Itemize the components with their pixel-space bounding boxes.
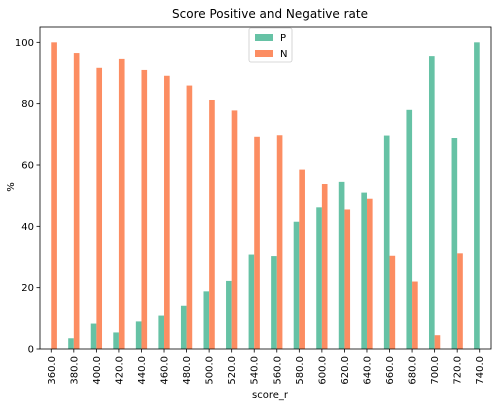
x-tick-label: 600.0 bbox=[317, 356, 328, 385]
legend-swatch-p bbox=[255, 34, 273, 41]
bar-n-580.0 bbox=[299, 169, 305, 349]
x-tick-label: 540.0 bbox=[250, 356, 261, 385]
bar-n-460.0 bbox=[164, 75, 170, 349]
bar-p-620.0 bbox=[338, 181, 345, 349]
bar-n-500.0 bbox=[209, 99, 215, 350]
bar-p-480.0 bbox=[180, 305, 187, 349]
bar-p-600.0 bbox=[316, 207, 322, 349]
bar-n-380.0 bbox=[73, 53, 80, 349]
bar-p-660.0 bbox=[383, 135, 390, 349]
bar-p-500.0 bbox=[203, 291, 210, 349]
bar-p-720.0 bbox=[451, 138, 458, 349]
x-tick-label: 360.0 bbox=[47, 356, 58, 385]
x-tick-label: 420.0 bbox=[114, 356, 125, 385]
bar-n-480.0 bbox=[186, 85, 193, 349]
bar-n-420.0 bbox=[118, 58, 125, 349]
bar-p-580.0 bbox=[293, 221, 300, 349]
y-tick-label: 60 bbox=[21, 161, 34, 172]
x-axis-label: score_r bbox=[252, 390, 289, 401]
x-tick-label: 740.0 bbox=[475, 356, 486, 385]
plot-frame bbox=[39, 26, 492, 350]
bar-n-700.0 bbox=[434, 335, 441, 349]
bar-p-700.0 bbox=[428, 56, 435, 349]
bar-n-600.0 bbox=[321, 184, 328, 349]
x-tick-label: 520.0 bbox=[227, 356, 238, 385]
bar-p-440.0 bbox=[135, 321, 142, 349]
y-tick-label: 80 bbox=[21, 99, 34, 110]
bar-n-660.0 bbox=[389, 255, 396, 349]
x-tick-label: 660.0 bbox=[385, 356, 396, 385]
x-tick-label: 580.0 bbox=[295, 356, 306, 385]
x-tick-label: 400.0 bbox=[92, 356, 103, 385]
plot-area: 0 20 40 60 80 100 360.0 380.0 400.0 420.0 440.0 460… bbox=[15, 26, 492, 385]
y-tick-label: 20 bbox=[21, 283, 34, 294]
y-axis-label: % bbox=[6, 182, 17, 192]
bar-n-400.0 bbox=[96, 67, 103, 349]
x-tick-label: 500.0 bbox=[205, 356, 216, 385]
x-tick-label: 640.0 bbox=[362, 356, 373, 385]
bar-n-560.0 bbox=[276, 135, 283, 349]
y-tick-label: 100 bbox=[15, 38, 34, 49]
x-tick-label: 440.0 bbox=[137, 356, 148, 385]
bar-p-520.0 bbox=[226, 280, 232, 349]
x-tick-label: 680.0 bbox=[408, 356, 419, 385]
bar-p-400.0 bbox=[90, 323, 97, 349]
x-tick-label: 460.0 bbox=[160, 356, 171, 385]
bar-p-740.0 bbox=[474, 42, 480, 349]
bar-p-540.0 bbox=[248, 254, 255, 349]
legend-label-p: P bbox=[280, 33, 286, 44]
bar-n-360.0 bbox=[51, 42, 57, 349]
bar-p-460.0 bbox=[158, 315, 165, 349]
bar-n-620.0 bbox=[344, 209, 351, 349]
legend-label-n: N bbox=[280, 49, 287, 60]
bar-n-440.0 bbox=[141, 69, 148, 350]
bar-n-540.0 bbox=[254, 136, 260, 349]
bar-n-640.0 bbox=[366, 198, 373, 349]
bar-n-520.0 bbox=[231, 110, 238, 349]
bar-n-720.0 bbox=[457, 253, 463, 349]
legend-swatch-n bbox=[255, 50, 273, 57]
y-tick-label: 40 bbox=[21, 222, 34, 233]
x-tick-label: 700.0 bbox=[430, 356, 441, 385]
chart-title: Score Positive and Negative rate bbox=[172, 7, 368, 21]
bar-p-560.0 bbox=[271, 256, 277, 349]
bar-p-680.0 bbox=[406, 109, 413, 349]
bar-p-380.0 bbox=[68, 338, 74, 349]
x-tick-label: 720.0 bbox=[453, 356, 464, 385]
bar-n-680.0 bbox=[412, 281, 418, 349]
x-tick-label: 560.0 bbox=[272, 356, 283, 385]
x-tick-label: 620.0 bbox=[340, 356, 351, 385]
bar-p-420.0 bbox=[113, 332, 119, 349]
y-tick-label: 0 bbox=[28, 345, 34, 356]
x-tick-label: 480.0 bbox=[182, 356, 193, 385]
x-tick-label: 380.0 bbox=[69, 356, 80, 385]
bar-p-640.0 bbox=[361, 192, 367, 349]
